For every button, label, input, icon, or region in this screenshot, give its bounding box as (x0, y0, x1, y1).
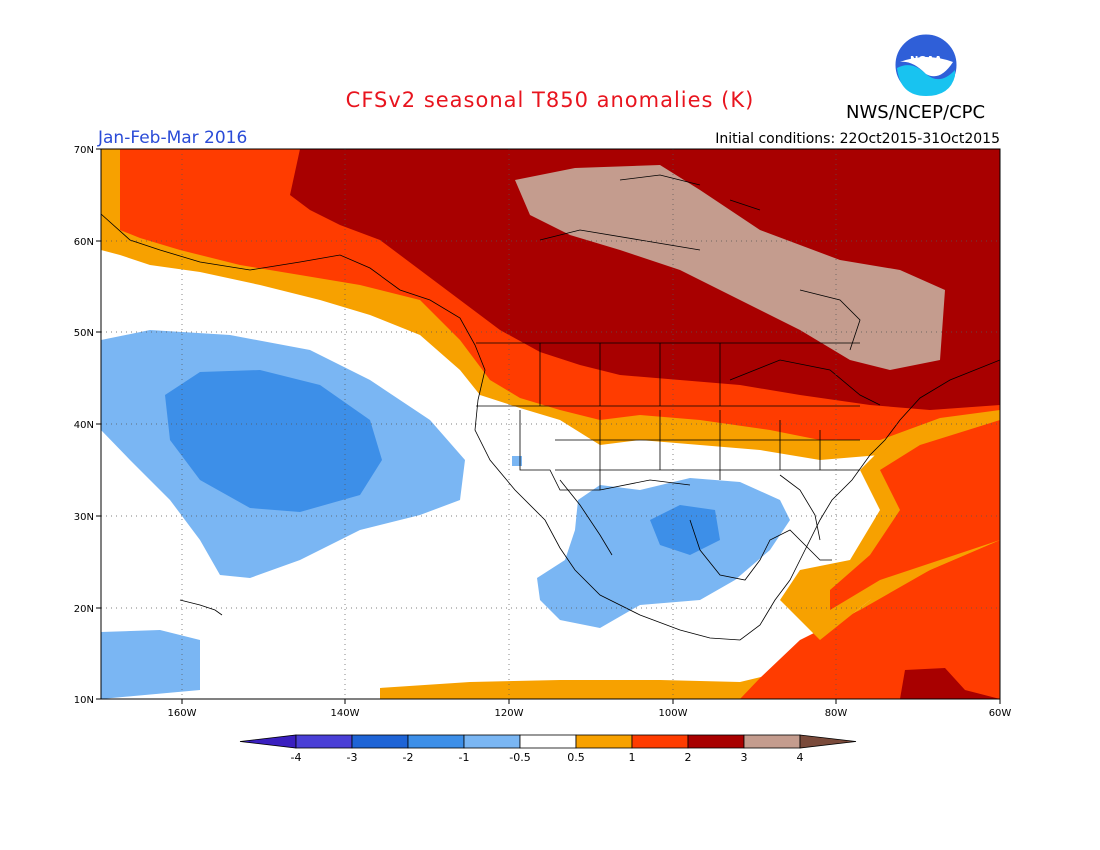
colorbar-label: -2 (403, 751, 414, 764)
agency-label: NWS/NCEP/CPC (846, 102, 986, 123)
anomaly-region-warmer-atlantic (830, 420, 1000, 610)
lat-label: 70N (74, 145, 94, 156)
lon-label: 120W (495, 708, 524, 719)
lon-label: 160W (168, 708, 197, 719)
colorbar-box (519, 734, 577, 749)
initial-conditions: Initial conditions: 22Oct2015-31Oct2015 (715, 131, 1000, 147)
anomaly-region-warmer-caribbean (740, 540, 1000, 699)
lat-label: 40N (74, 420, 94, 431)
map-title: CFSv2 seasonal T850 anomalies (K) (345, 88, 755, 112)
anomaly-region-verywarm-caribbean (900, 668, 1000, 699)
grid-lines (101, 149, 1000, 699)
colorbar-box (407, 734, 465, 749)
anomaly-region-extreme-warm-canada (515, 165, 945, 370)
anomaly-region-strongcold-pacific (165, 370, 382, 512)
colorbar-label: 4 (797, 751, 804, 764)
anomaly-region-cold-hawaii-area (101, 630, 200, 699)
lat-label: 30N (74, 512, 94, 523)
colorbar-box (743, 734, 801, 749)
colorbar-labels: -4 -3 -2 -1 -0.5 0.5 1 2 3 4 (291, 751, 804, 764)
lat-label: 10N (74, 695, 94, 706)
lon-label: 80W (825, 708, 848, 719)
coastlines (101, 174, 1000, 641)
colorbar-label: 3 (741, 751, 748, 764)
forecast-period: Jan-Feb-Mar 2016 (98, 128, 248, 148)
longitude-labels: 160W 140W 120W 100W 80W 60W (168, 708, 1012, 719)
colorbar-box (295, 734, 353, 749)
anomaly-cell-cold-small (512, 456, 522, 466)
latitude-labels: 70N 60N 50N 40N 30N 20N 10N (74, 145, 94, 706)
colorbar-box (351, 734, 409, 749)
colorbar-boxes (239, 734, 857, 749)
anomaly-region-cold-mexico (537, 478, 790, 628)
lon-label: 140W (331, 708, 360, 719)
colorbar-arrow-low (239, 734, 297, 749)
colorbar-label: -1 (459, 751, 470, 764)
lon-label: 60W (989, 708, 1012, 719)
colorbar-label: -3 (347, 751, 358, 764)
colorbar-label: -0.5 (509, 751, 530, 764)
anomaly-region-verywarm-north (290, 149, 1000, 410)
lat-label: 50N (74, 328, 94, 339)
colorbar-box (463, 734, 521, 749)
colorbar-label: -4 (291, 751, 302, 764)
lon-label: 100W (659, 708, 688, 719)
lat-label: 60N (74, 237, 94, 248)
lat-label: 20N (74, 604, 94, 615)
colorbar-box (575, 734, 633, 749)
axis-ticks (96, 148, 1001, 704)
colorbar-label: 1 (629, 751, 636, 764)
colorbar-label: 0.5 (567, 751, 585, 764)
colorbar-box (631, 734, 689, 749)
colorbar-box (687, 734, 745, 749)
colorbar-arrow-high (799, 734, 857, 749)
colorbar-label: 2 (685, 751, 692, 764)
anomaly-region-strongcold-gulf (650, 505, 720, 555)
